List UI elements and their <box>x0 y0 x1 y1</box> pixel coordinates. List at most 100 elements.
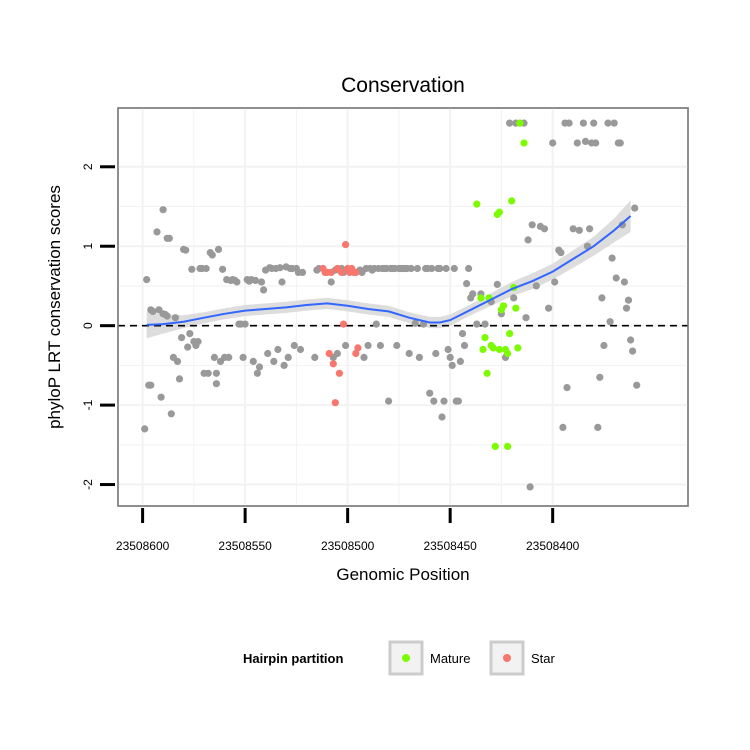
point-other <box>573 139 581 147</box>
point-mature <box>520 139 528 147</box>
smooth-trend-line <box>146 215 632 326</box>
point-other <box>413 264 421 273</box>
point-other <box>559 423 567 431</box>
point-other <box>249 357 257 365</box>
point-star <box>329 360 337 368</box>
legend: Hairpin partition Mature Star <box>243 640 556 676</box>
point-mature <box>495 208 503 216</box>
point-other <box>153 228 161 236</box>
point-other <box>147 381 155 389</box>
point-other <box>184 343 192 351</box>
plot-border <box>117 107 689 507</box>
point-other <box>214 245 223 253</box>
point-other <box>450 264 458 273</box>
point-other <box>280 361 288 369</box>
point-other <box>438 413 446 421</box>
legend-dot-star <box>503 654 511 662</box>
point-other <box>627 336 635 344</box>
y-axis-ticks: -2 -1 0 1 2 <box>81 163 115 490</box>
point-other <box>204 369 212 377</box>
point-other <box>575 226 583 234</box>
plot-panel <box>117 107 689 507</box>
point-other <box>448 361 456 369</box>
x-tick-label: 23508400 <box>526 539 580 553</box>
confidence-ribbon <box>146 200 631 339</box>
point-other <box>415 353 423 361</box>
point-other <box>163 312 171 320</box>
point-star <box>342 241 350 249</box>
point-mature <box>499 302 508 310</box>
x-tick-label: 23508450 <box>423 539 477 553</box>
y-tick-label: 1 <box>81 243 95 250</box>
point-other <box>274 345 282 354</box>
x-tick-label: 23508500 <box>321 539 375 553</box>
x-tick-label: 23508600 <box>116 539 170 553</box>
point-other <box>624 296 633 304</box>
point-other <box>633 381 641 389</box>
point-other <box>469 290 477 298</box>
point-other <box>442 264 450 273</box>
point-other <box>610 119 618 127</box>
point-other <box>208 251 216 259</box>
x-axis-title: Genomic Position <box>336 565 469 584</box>
point-other <box>405 349 413 358</box>
point-other <box>171 314 179 322</box>
point-other <box>510 294 518 302</box>
point-star <box>335 369 343 377</box>
point-other <box>463 280 471 288</box>
point-star <box>354 344 362 352</box>
y-tick-label: 0 <box>81 322 95 329</box>
point-star <box>331 399 339 407</box>
point-other <box>178 334 186 342</box>
legend-key-star <box>489 640 525 676</box>
point-other <box>225 353 233 361</box>
point-other <box>506 119 514 127</box>
y-axis-title: phyloP LRT conservation scores <box>45 185 64 429</box>
point-other <box>141 425 149 433</box>
point-other <box>411 319 419 327</box>
point-mature <box>516 119 524 127</box>
point-other <box>549 139 557 147</box>
point-other <box>157 393 165 401</box>
point-other <box>385 397 393 405</box>
point-other <box>618 221 627 229</box>
point-other <box>631 204 639 212</box>
point-star <box>337 268 346 276</box>
y-tick-label: -1 <box>81 399 95 410</box>
point-other <box>551 278 559 286</box>
point-other <box>465 264 473 273</box>
point-other <box>622 304 631 312</box>
point-other <box>327 278 335 286</box>
point-other <box>290 341 298 350</box>
point-other <box>522 314 530 322</box>
point-other <box>264 349 272 358</box>
point-other <box>565 119 573 127</box>
point-other <box>493 280 501 288</box>
point-other <box>284 353 292 361</box>
point-other <box>270 357 278 365</box>
point-other <box>590 119 598 127</box>
point-mature <box>504 442 512 450</box>
x-tick-label: 23508550 <box>218 539 272 553</box>
point-mature <box>489 344 497 352</box>
point-mature <box>481 334 489 342</box>
point-other <box>233 278 241 286</box>
point-other <box>296 345 305 354</box>
point-other <box>528 221 536 229</box>
point-other <box>524 236 532 244</box>
point-other <box>311 353 319 361</box>
point-mature <box>508 197 516 205</box>
point-other <box>473 320 481 328</box>
point-mature <box>477 294 485 302</box>
point-other <box>581 137 590 145</box>
point-mature <box>514 344 522 352</box>
point-other <box>376 341 384 350</box>
point-other <box>175 375 184 383</box>
point-other <box>545 304 553 312</box>
point-other <box>210 353 218 361</box>
point-mature <box>479 345 487 354</box>
point-other <box>426 389 434 397</box>
point-other <box>460 341 469 350</box>
point-other <box>579 119 588 127</box>
